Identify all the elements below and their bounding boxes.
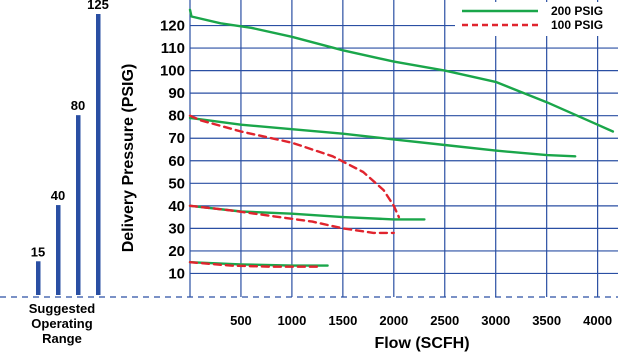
series-200-psig-curve-3 [188,204,426,221]
x-tick-label-2000: 2000 [379,313,408,328]
y-tick-label-90: 90 [168,85,185,102]
x-tick-label-500: 500 [230,313,252,328]
y-tick-label-40: 40 [168,198,185,215]
operating-bar-label-125: 125 [87,0,109,12]
x-tick-label-3500: 3500 [532,313,561,328]
operating-range-caption-line-3: Range [42,331,82,346]
series-lines [188,8,615,268]
series-100-psig-curve-1 [188,114,401,219]
series-100-psig-curve-2 [188,204,395,235]
y-tick-label-20: 20 [168,243,185,260]
operating-bar-label-15: 15 [31,244,45,259]
operating-bar-label-80: 80 [71,98,85,113]
operating-range-caption-line-1: Suggested [29,301,96,316]
y-tick-label-70: 70 [168,130,185,147]
operating-bar-15 [36,261,41,295]
legend-label-100-psig: 100 PSIG [551,18,603,32]
operating-bar-125 [96,14,101,295]
suggested-operating-range-panel: 15 40 80 125 [31,0,109,295]
x-tick-label-1500: 1500 [328,313,357,328]
operating-bar-label-40: 40 [51,188,65,203]
series-200-psig-curve-1 [188,8,615,133]
chart-grid [0,0,618,298]
operating-range-caption-line-2: Operating [31,316,92,331]
y-tick-label-110: 110 [161,40,185,57]
operating-bar-40 [56,205,61,295]
x-tick-label-1000: 1000 [277,313,306,328]
series-200-psig-curve-2 [188,116,577,158]
y-tick-label-30: 30 [168,220,185,237]
y-tick-label-50: 50 [168,175,185,192]
legend-label-200-psig: 200 PSIG [551,4,603,18]
x-axis-tick-labels: 500 1000 1500 2000 2500 3000 3500 4000 [230,313,612,328]
series-100-psig-curve-3 [188,261,319,268]
y-axis-tick-labels: 10 20 30 40 50 60 70 80 90 100 110 120 [160,18,185,283]
x-tick-label-4000: 4000 [583,313,612,328]
series-200-psig-curve-4 [188,261,329,267]
x-axis-title: Flow (SCFH) [374,335,469,352]
legend-background [455,2,618,36]
y-tick-label-60: 60 [168,153,185,170]
operating-bar-80 [76,115,81,295]
x-tick-label-3000: 3000 [481,313,510,328]
y-axis-title: Delivery Pressure (PSIG) [120,64,137,253]
y-tick-label-120: 120 [160,18,185,35]
legend: 200 PSIG 100 PSIG [455,2,618,36]
y-tick-label-80: 80 [168,108,185,125]
x-tick-label-2500: 2500 [430,313,459,328]
y-tick-label-10: 10 [168,265,185,282]
y-tick-label-100: 100 [160,63,185,80]
